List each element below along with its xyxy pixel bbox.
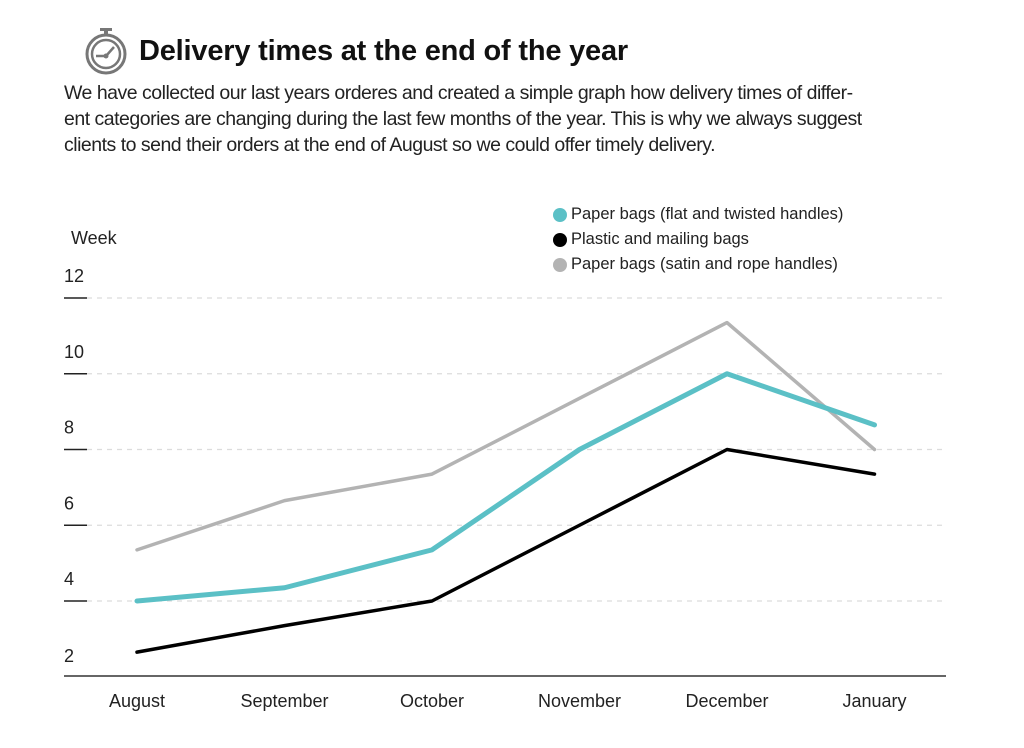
- y-axis-label: Week: [71, 228, 118, 248]
- x-tick-label: November: [538, 691, 621, 711]
- legend-item: Plastic and mailing bags: [553, 227, 843, 252]
- chart-header: Delivery times at the end of the year: [83, 26, 628, 76]
- series-line: [135, 447, 877, 654]
- y-tick-label: 6: [64, 493, 74, 513]
- x-tick-label: January: [842, 691, 906, 711]
- chart-description: We have collected our last years orderes…: [64, 80, 964, 158]
- legend-item: Paper bags (satin and rope handles): [553, 252, 843, 277]
- series-line: [134, 371, 877, 604]
- legend-swatch: [553, 232, 567, 247]
- description-line: ent categories are changing during the l…: [64, 108, 862, 130]
- description-line: clients to send their orders at the end …: [64, 134, 715, 156]
- stopwatch-icon: [85, 28, 127, 75]
- legend-swatch: [553, 207, 567, 222]
- y-axis: Week 2 4 6 8 10 12: [64, 228, 118, 666]
- x-tick-label: December: [685, 691, 768, 711]
- legend-label: Paper bags (satin and rope handles): [571, 255, 838, 273]
- gridlines: [87, 297, 946, 602]
- legend-swatch: [553, 257, 567, 272]
- x-tick-label: August: [109, 691, 165, 711]
- x-axis: August September October November December Ja…: [64, 675, 946, 711]
- description-line: We have collected our last years orderes…: [64, 82, 853, 104]
- x-tick-label: September: [240, 691, 328, 711]
- y-tick-label: 12: [64, 266, 84, 286]
- legend-item: Paper bags (flat and twisted handles): [553, 202, 843, 227]
- legend-label: Plastic and mailing bags: [571, 230, 749, 248]
- x-tick-label: October: [400, 691, 464, 711]
- legend: Paper bags (flat and twisted handles) Pl…: [553, 202, 843, 277]
- legend-label: Paper bags (flat and twisted handles): [571, 205, 844, 223]
- y-tick-label: 10: [64, 342, 84, 362]
- series-line: [135, 320, 877, 552]
- y-tick-label: 4: [64, 569, 74, 589]
- y-tick-label: 8: [64, 418, 74, 438]
- chart-title: Delivery times at the end of the year: [139, 34, 628, 67]
- y-tick-label: 2: [64, 646, 74, 666]
- series-lines: [134, 320, 877, 654]
